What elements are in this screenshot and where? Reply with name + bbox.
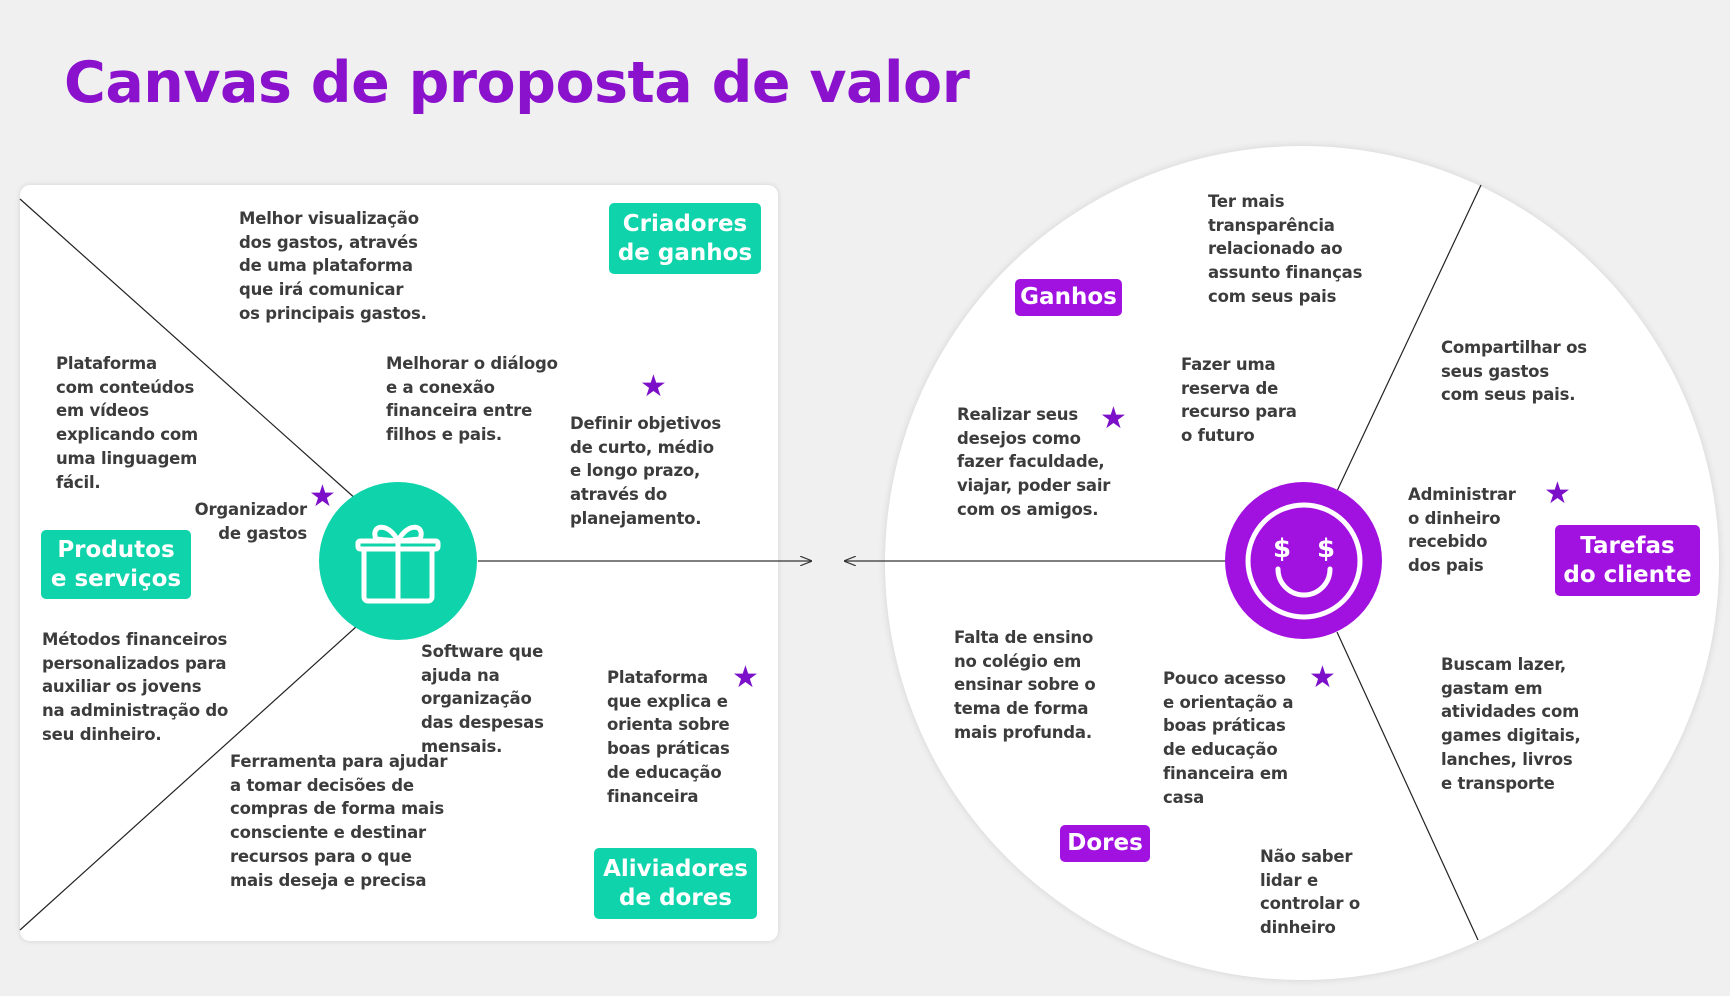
- note-realizar: Realizar seus desejos como fazer faculda…: [957, 405, 1111, 519]
- note-pouco-acesso: Pouco acesso e orientação a boas prática…: [1163, 669, 1294, 807]
- note-administrar: Administrar o dinheiro recebido dos pais: [1408, 485, 1516, 576]
- badge-pain-relievers: Aliviadores de dores: [594, 848, 757, 919]
- star-icon: ★: [732, 660, 759, 695]
- star-icon: ★: [640, 369, 667, 404]
- divider-line-upper-left: [19, 198, 358, 501]
- star-icon: ★: [1544, 476, 1571, 511]
- note-ter-mais: Ter mais transparência relacionado ao as…: [1208, 192, 1363, 306]
- note-plataforma-explica: Plataforma que explica e orienta sobre b…: [607, 668, 730, 806]
- note-buscam-lazer: Buscam lazer, gastam em atividades com g…: [1441, 655, 1581, 793]
- badge-products-services: Produtos e serviços: [41, 530, 191, 599]
- star-icon: ★: [1100, 401, 1127, 436]
- note-melhor-visualizacao: Melhor visualização dos gastos, através …: [239, 209, 427, 323]
- note-nao-saber: Não saber lidar e controlar o dinheiro: [1260, 847, 1361, 938]
- svg-text:$: $: [1316, 534, 1334, 564]
- note-fazer-reserva: Fazer uma reserva de recurso para o futu…: [1181, 355, 1297, 446]
- note-definir-objetivos: Definir objetivos de curto, médio e long…: [570, 414, 722, 528]
- note-metodos: Métodos financeiros personalizados para …: [42, 630, 229, 744]
- badge-gain-creators: Criadores de ganhos: [609, 203, 761, 274]
- star-icon: ★: [309, 479, 336, 514]
- note-falta-ensino: Falta de ensino no colégio em ensinar so…: [954, 628, 1096, 742]
- smiley-dollar-icon: $ $: [1245, 502, 1362, 619]
- note-ferramenta: Ferramenta para ajudar a tomar decisões …: [230, 752, 448, 890]
- badge-customer-jobs: Tarefas do cliente: [1555, 525, 1700, 596]
- note-software: Software que ajuda na organização das de…: [421, 642, 544, 756]
- star-icon: ★: [1309, 660, 1336, 695]
- badge-pains: Dores: [1060, 825, 1150, 862]
- smiley-circle: $ $: [1225, 482, 1382, 639]
- divider-line-lower-left: [19, 625, 358, 931]
- note-plataforma-videos: Plataforma com conteúdos em vídeos expli…: [56, 354, 199, 492]
- note-melhorar-dialogo: Melhorar o diálogo e a conexão financeir…: [386, 354, 558, 445]
- divider-line-upper-right: [1336, 184, 1482, 492]
- badge-gains: Ganhos: [1015, 279, 1122, 316]
- gift-circle: [319, 482, 477, 640]
- page-title: Canvas de proposta de valor: [64, 50, 970, 116]
- divider-line-lower-right: [1336, 631, 1479, 941]
- gift-icon: [355, 524, 441, 604]
- note-compartilhar: Compartilhar os seus gastos com seus pai…: [1441, 338, 1587, 405]
- note-organizador: Organizador de gastos: [194, 500, 308, 543]
- svg-text:$: $: [1272, 534, 1290, 564]
